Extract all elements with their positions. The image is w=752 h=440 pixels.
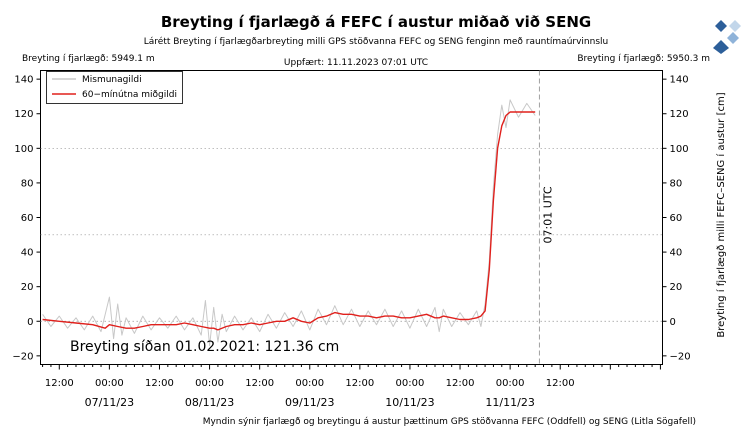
footer-note: Myndin sýnir fjarlægð og breytingu á aus… — [203, 417, 696, 427]
y-tick-label-right: 40 — [670, 248, 683, 259]
y-tick-label-right: 140 — [670, 75, 689, 86]
x-tick-label: 12:00 — [45, 378, 74, 389]
x-tick-label: 00:00 — [396, 378, 425, 389]
x-tick-label: 00:00 — [195, 378, 224, 389]
x-date-label: 08/11/23 — [185, 396, 234, 409]
x-date-label: 11/11/23 — [485, 396, 534, 409]
y-tick-label-right: 0 — [670, 317, 676, 328]
chart-title: Breyting í fjarlægð á FEFC í austur miða… — [161, 13, 591, 31]
legend: Mismunagildi 60−mínútna miðgildi — [46, 71, 183, 104]
y-tick-label-left: 140 — [14, 75, 33, 86]
axes-layer: −20 −20 0 0 20 20 40 40 60 60 80 80 100 100 120 120 140 1… — [12, 75, 690, 409]
x-date-label: 07/11/23 — [85, 396, 134, 409]
legend-entry-raw: Mismunagildi — [82, 75, 142, 85]
update-timestamp: Uppfært: 11.11.2023 07:01 UTC — [284, 58, 428, 68]
x-date-label: 10/11/23 — [385, 396, 434, 409]
legend-entry-median: 60−mínútna miðgildi — [82, 90, 177, 100]
y-tick-label-left: 80 — [21, 178, 34, 189]
vedur-logo — [713, 20, 741, 54]
y-tick-label-right: −20 — [670, 351, 691, 362]
right-distance-info: Breyting í fjarlægð: 5950.3 m — [577, 54, 710, 64]
y-tick-label-right: 100 — [670, 144, 689, 155]
x-tick-label: 12:00 — [446, 378, 475, 389]
x-tick-label: 12:00 — [546, 378, 575, 389]
x-tick-label: 00:00 — [496, 378, 525, 389]
marker-layer: 07:01 UTC — [538, 70, 554, 365]
series-line-median — [42, 111, 536, 331]
y-tick-label-right: 20 — [670, 282, 683, 293]
x-tick-label: 12:00 — [345, 378, 374, 389]
y-tick-label-right: 80 — [670, 178, 683, 189]
y-tick-label-right: 60 — [670, 213, 683, 224]
x-tick-label: 00:00 — [295, 378, 324, 389]
y-tick-label-right: 120 — [670, 109, 689, 120]
plot-area — [40, 70, 663, 365]
y-tick-label-left: −20 — [12, 351, 33, 362]
y-tick-label-left: 60 — [21, 213, 34, 224]
legend-box — [46, 71, 183, 104]
y-tick-label-left: 40 — [21, 248, 34, 259]
chart-subtitle: Lárétt Breyting í fjarlægðarbreyting mil… — [144, 36, 608, 47]
y-tick-label-left: 0 — [27, 317, 33, 328]
current-time-label: 07:01 UTC — [541, 186, 554, 243]
y-tick-label-left: 100 — [14, 144, 33, 155]
x-date-label: 09/11/23 — [285, 396, 334, 409]
x-tick-label: 12:00 — [145, 378, 174, 389]
x-tick-label: 12:00 — [245, 378, 274, 389]
y-tick-label-left: 120 — [14, 109, 33, 120]
x-tick-label: 00:00 — [95, 378, 124, 389]
change-annotation: Breyting síðan 01.02.2021: 121.36 cm — [70, 339, 339, 355]
series-layer — [42, 99, 536, 346]
y-tick-label-left: 20 — [21, 282, 34, 293]
left-distance-info: Breyting í fjarlægð: 5949.1 m — [22, 54, 155, 64]
y-axis-label: Breyting í fjarlægð milli FEFC–SENG í au… — [715, 92, 727, 337]
